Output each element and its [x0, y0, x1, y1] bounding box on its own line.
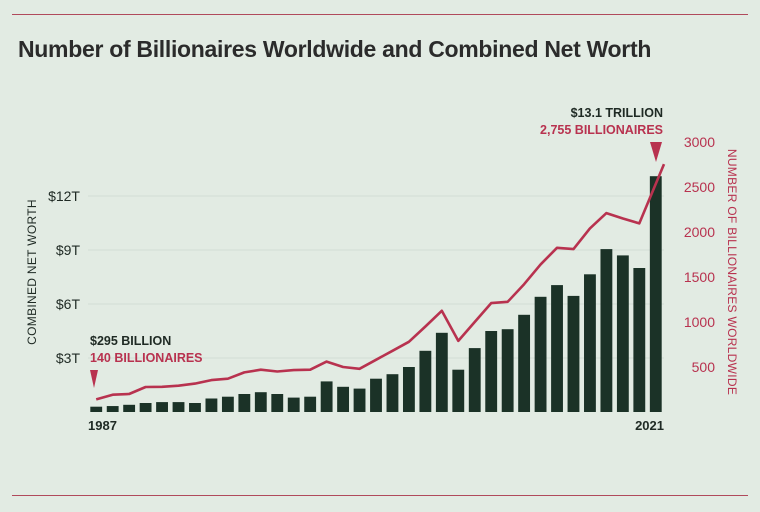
bar — [419, 350, 432, 412]
bar — [518, 314, 531, 412]
bar — [649, 176, 662, 412]
x-tick-end: 2021 — [635, 418, 664, 433]
right-tick-label: 1500 — [684, 269, 715, 285]
right-tick-label: 1000 — [684, 314, 715, 330]
bar — [238, 394, 251, 412]
bar — [205, 398, 218, 412]
right-tick-label: 3000 — [684, 134, 715, 150]
bar-series — [90, 176, 662, 412]
bar — [468, 348, 481, 412]
left-tick-label: $9T — [56, 242, 81, 258]
right-axis-ticks: 500 1000 1500 2000 2500 3000 — [684, 134, 715, 375]
bar — [633, 268, 646, 412]
bar — [485, 331, 498, 412]
bar — [386, 374, 399, 412]
billionaires-line — [95, 163, 666, 401]
bar — [106, 406, 119, 412]
start-annotation-networth: $295 BILLION — [90, 334, 171, 348]
bar — [402, 367, 415, 412]
start-arrow-marker — [90, 370, 98, 388]
bottom-rule — [12, 495, 748, 496]
end-annotation-count: 2,755 BILLIONAIRES — [540, 123, 663, 137]
right-tick-label: 500 — [692, 359, 716, 375]
bar — [435, 332, 448, 412]
bar — [600, 249, 613, 412]
right-tick-label: 2500 — [684, 179, 715, 195]
left-tick-label: $6T — [56, 296, 81, 312]
bar — [304, 396, 317, 412]
end-annotation-networth: $13.1 TRILLION — [571, 106, 663, 120]
bar — [221, 396, 234, 412]
bar — [353, 388, 366, 412]
end-arrow-marker — [650, 142, 662, 162]
right-axis-label: NUMBER OF BILLIONAIRES WORLDWIDE — [725, 149, 739, 395]
bar — [90, 406, 103, 412]
bar — [584, 274, 596, 412]
bar — [287, 397, 300, 412]
start-annotation-count: 140 BILLIONAIRES — [90, 351, 203, 365]
line-series — [95, 163, 666, 401]
bar — [616, 255, 629, 412]
bar — [271, 394, 284, 412]
bar — [189, 403, 201, 412]
bar — [534, 296, 547, 412]
bar — [139, 403, 152, 412]
bar — [337, 386, 350, 412]
bar — [254, 392, 267, 412]
left-axis-label: COMBINED NET WORTH — [25, 199, 39, 345]
bar — [156, 402, 168, 412]
chart-title: Number of Billionaires Worldwide and Com… — [18, 36, 652, 62]
bar — [452, 369, 465, 412]
left-tick-label: $12T — [48, 188, 80, 204]
x-tick-start: 1987 — [88, 418, 117, 433]
bar — [551, 285, 563, 412]
bar — [172, 402, 185, 412]
bar — [123, 404, 136, 412]
left-axis-ticks: $3T $6T $9T $12T — [48, 188, 80, 366]
right-tick-label: 2000 — [684, 224, 715, 240]
left-tick-label: $3T — [56, 350, 81, 366]
top-rule — [12, 14, 748, 15]
bar — [370, 378, 382, 412]
bar — [567, 295, 580, 412]
bar — [501, 329, 514, 412]
bar — [320, 381, 333, 412]
